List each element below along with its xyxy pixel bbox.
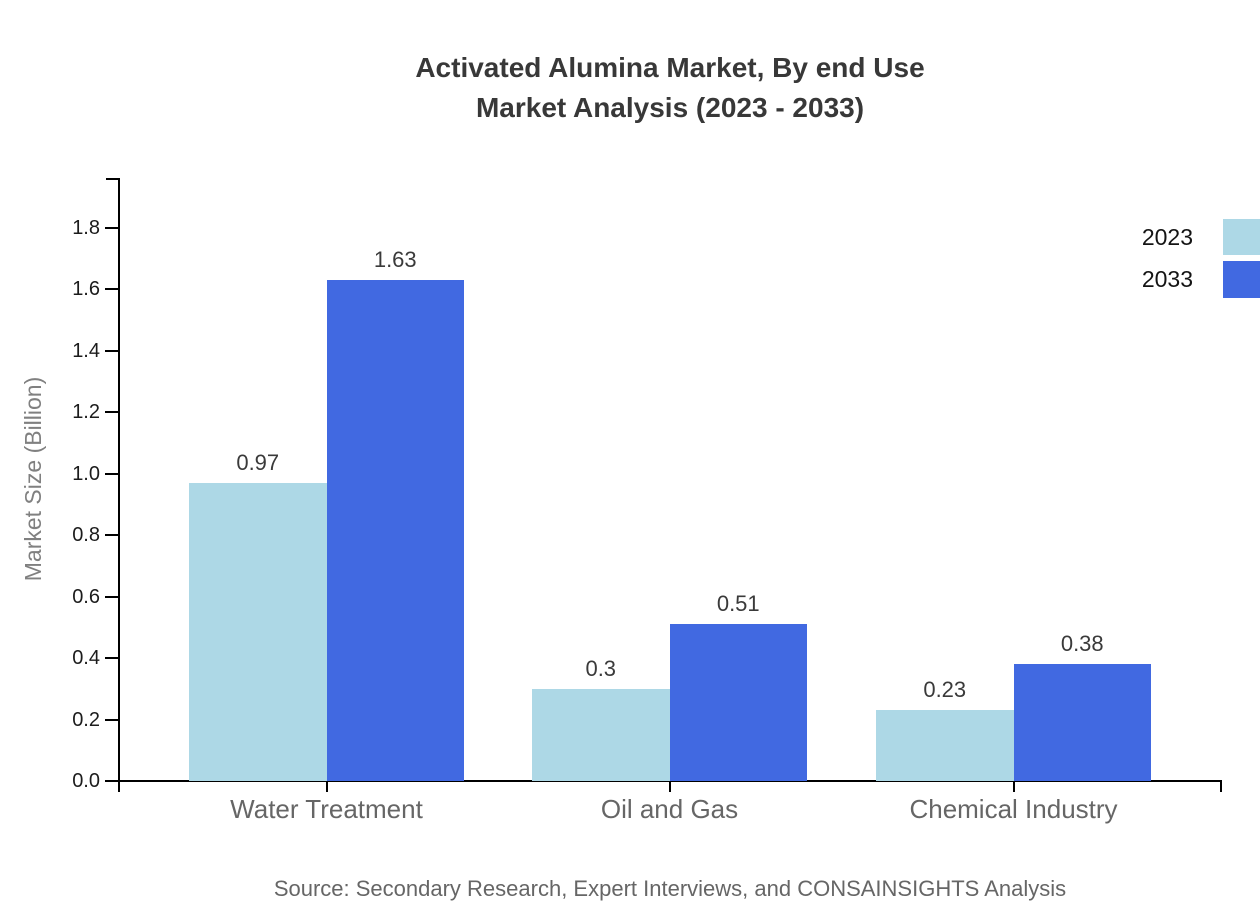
- bar-2023-2: [876, 710, 1014, 781]
- y-tick-label: 1.0: [72, 462, 100, 485]
- y-axis-spine: [118, 178, 120, 792]
- x-axis-spine: [106, 780, 1222, 782]
- bar-value-label: 0.51: [716, 591, 760, 617]
- y-tick: [105, 780, 118, 782]
- y-tick-label: 1.8: [72, 217, 100, 240]
- y-tick: [105, 534, 118, 537]
- legend: 2023 2033: [1000, 219, 1260, 304]
- x-category-label: Water Treatment: [230, 794, 423, 824]
- bar-value-label: 0.38: [1060, 631, 1104, 657]
- x-tick: [325, 780, 328, 792]
- bar-2033-1: [669, 624, 807, 781]
- y-tick: [105, 288, 118, 291]
- y-tick-label: 0.2: [72, 708, 100, 731]
- legend-label-2023: 2023: [1141, 223, 1193, 250]
- x-category-label: Oil and Gas: [600, 794, 739, 824]
- y-tick-label: 0.8: [72, 524, 100, 547]
- x-tick: [668, 780, 671, 792]
- chart-title: Activated Alumina Market, By end Use Mar…: [90, 48, 1250, 128]
- y-tick: [105, 718, 118, 721]
- chart-title-line2: Market Analysis (2023 - 2033): [475, 92, 865, 123]
- chart-title-line1: Activated Alumina Market, By end Use: [415, 52, 925, 83]
- y-axis-top-cap: [106, 178, 120, 180]
- bar-2023-0: [189, 483, 327, 781]
- legend-label-2033: 2033: [1141, 266, 1193, 292]
- x-axis-right-cap: [1220, 780, 1222, 792]
- y-tick-label: 0.6: [72, 585, 100, 608]
- x-category-label: Chemical Industry: [909, 794, 1118, 824]
- legend-item-2033: 2033: [1000, 261, 1260, 298]
- bar-value-label: 1.63: [373, 247, 417, 273]
- y-tick-label: 0.4: [72, 647, 100, 670]
- x-tick: [1012, 780, 1015, 792]
- bar-2033-0: [326, 280, 464, 781]
- source-note: Source: Secondary Research, Expert Inter…: [273, 876, 1067, 901]
- legend-swatch-2033: [1223, 261, 1260, 298]
- y-tick-label: 1.6: [72, 278, 100, 301]
- y-tick-label: 1.2: [72, 401, 100, 424]
- bar-2023-1: [532, 688, 670, 781]
- y-tick-label: 1.4: [72, 339, 100, 362]
- bar-2033-2: [1013, 664, 1151, 781]
- bar-value-label: 0.23: [923, 677, 967, 703]
- y-tick: [105, 472, 118, 475]
- y-tick-label: 0.0: [72, 770, 100, 792]
- legend-swatch-2023: [1223, 219, 1260, 255]
- y-tick: [105, 227, 118, 230]
- y-tick: [105, 411, 118, 414]
- y-tick: [105, 595, 118, 598]
- legend-item-2023: 2023: [1000, 219, 1260, 255]
- bar-value-label: 0.97: [236, 450, 280, 476]
- bar-value-label: 0.3: [585, 655, 617, 681]
- y-tick: [105, 657, 118, 660]
- y-tick: [105, 349, 118, 352]
